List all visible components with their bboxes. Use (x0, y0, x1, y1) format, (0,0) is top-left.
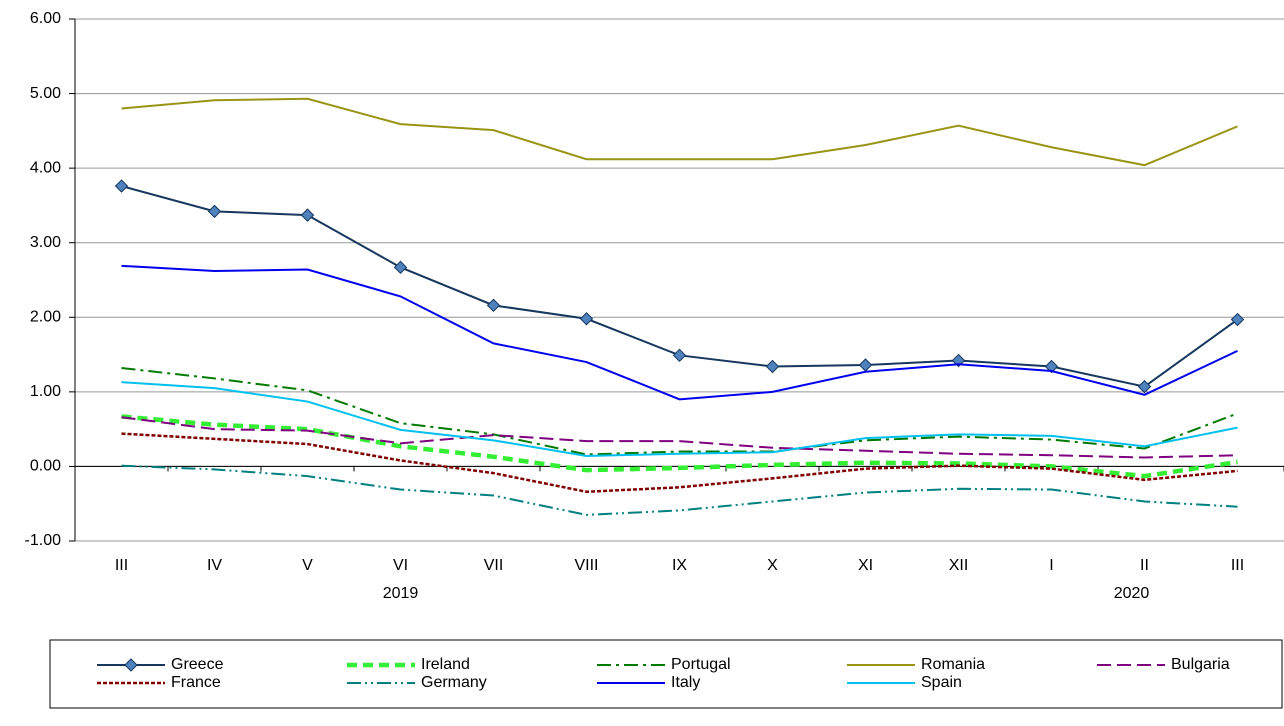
y-tick-label: 3.00 (30, 234, 61, 251)
x-group-label: 2019 (383, 585, 419, 602)
legend-label: Ireland (421, 656, 470, 673)
x-tick-label: XI (858, 557, 873, 574)
legend-label: Romania (921, 656, 985, 673)
x-tick-label: V (302, 557, 313, 574)
data-point (207, 204, 222, 219)
series-line (121, 381, 1238, 457)
y-tick-label: 1.00 (30, 383, 61, 400)
data-point (858, 358, 873, 372)
data-point (579, 312, 594, 326)
y-tick-label: 5.00 (30, 85, 61, 102)
x-tick-label: VI (393, 557, 408, 574)
y-tick-label: 6.00 (30, 10, 61, 27)
x-tick-label: III (1231, 557, 1244, 574)
x-tick-label: XII (949, 557, 969, 574)
y-tick-label: 2.00 (30, 309, 61, 326)
series-line (121, 414, 1238, 479)
y-tick-label: -1.00 (25, 532, 62, 549)
legend-label: France (171, 674, 221, 691)
legend-label: Italy (671, 674, 700, 691)
data-point (1044, 359, 1059, 374)
y-tick-label: 4.00 (30, 159, 61, 176)
legend-label: Portugal (671, 656, 731, 673)
y-tick-label: 0.00 (30, 458, 61, 475)
legend-box (49, 639, 1283, 709)
data-point (393, 260, 408, 275)
x-tick-label: III (115, 557, 128, 574)
x-tick-label: IX (672, 557, 687, 574)
legend-label: Spain (921, 674, 962, 691)
x-tick-label: X (767, 557, 778, 574)
legend-label: Germany (421, 674, 487, 691)
series-line (121, 264, 1238, 401)
legend-label: Greece (171, 656, 224, 673)
legend-label: Bulgaria (1171, 656, 1230, 673)
legend-marker (124, 658, 138, 672)
data-point (765, 359, 780, 374)
data-point (672, 348, 687, 363)
data-point (300, 208, 315, 222)
data-point (1137, 379, 1152, 394)
series-line (121, 416, 1238, 459)
x-tick-label: VIII (574, 557, 598, 574)
x-tick-label: II (1140, 557, 1149, 574)
data-point (1230, 312, 1245, 327)
x-tick-label: I (1049, 557, 1053, 574)
x-tick-label: VII (484, 557, 504, 574)
x-tick-label: IV (207, 557, 222, 574)
series-line (121, 367, 1238, 456)
series-line (121, 464, 1238, 516)
x-group-label: 2020 (1114, 585, 1150, 602)
data-point (114, 179, 129, 193)
data-point (486, 298, 501, 313)
series-line (121, 97, 1238, 167)
series-line (121, 432, 1238, 494)
